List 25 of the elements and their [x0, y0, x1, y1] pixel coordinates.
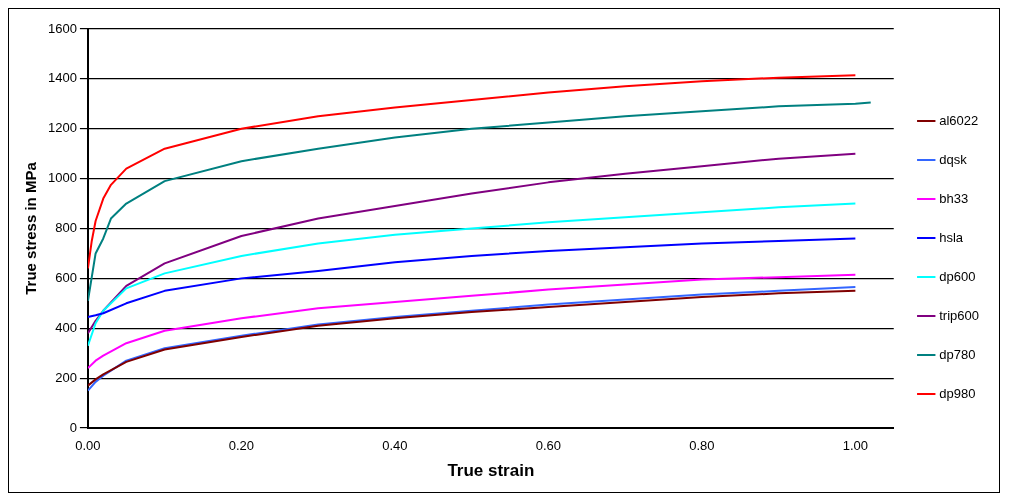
y-tick-label: 1400 [48, 70, 77, 86]
legend-label: al6022 [939, 112, 979, 128]
y-tick-label: 600 [55, 269, 77, 285]
x-tick-label: 0.40 [382, 438, 408, 454]
y-tick-label: 800 [55, 220, 77, 236]
x-tick-label: 0.80 [689, 438, 715, 454]
legend-label: dp780 [939, 346, 976, 362]
legend-label: bh33 [939, 190, 969, 206]
y-tick-label: 1200 [48, 120, 77, 136]
x-tick-label: 0.60 [535, 438, 562, 454]
y-tick-label: 1000 [48, 170, 77, 186]
legend-label: hsla [939, 229, 964, 245]
x-tick-label: 0.00 [75, 438, 101, 454]
x-axis-title: True strain [447, 461, 535, 481]
y-axis-title: True stress in MPa [22, 161, 40, 295]
y-tick-label: 200 [55, 369, 77, 385]
y-tick-label: 1600 [48, 20, 77, 36]
y-tick-label: 0 [69, 419, 77, 435]
x-tick-label: 0.20 [228, 438, 255, 454]
y-tick-label: 400 [55, 319, 77, 335]
x-tick-label: 1.00 [842, 438, 869, 454]
legend-label: dp980 [939, 385, 976, 401]
legend-label: dqsk [939, 151, 968, 167]
legend-label: trip600 [939, 307, 979, 323]
legend-label: dp600 [939, 268, 976, 284]
